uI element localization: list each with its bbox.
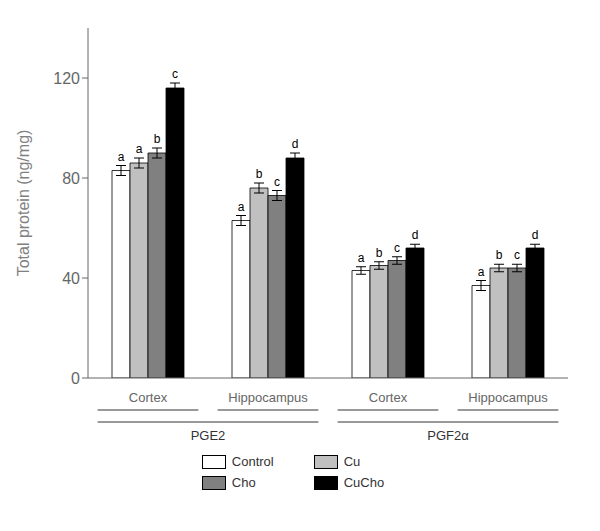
html-text:Cho: Cho — [231, 475, 256, 490]
svg-text:c: c — [394, 241, 400, 255]
svg-text:PGE2: PGE2 — [191, 428, 226, 443]
svg-text:40: 40 — [62, 270, 80, 287]
html-text:Cu: Cu — [343, 454, 361, 469]
svg-text:a: a — [136, 142, 143, 156]
svg-text:b: b — [154, 132, 161, 146]
svg-text:80: 80 — [62, 170, 80, 187]
svg-text:0: 0 — [71, 370, 80, 387]
svg-text:PGF2α: PGF2α — [427, 428, 469, 443]
svg-text:a: a — [238, 200, 245, 214]
svg-text:c: c — [514, 248, 520, 262]
svg-text:d: d — [292, 137, 299, 151]
html-text:Control: Control — [231, 454, 274, 469]
svg-text:d: d — [412, 228, 419, 242]
svg-text:c: c — [274, 175, 280, 189]
svg-text:Cortex: Cortex — [129, 390, 168, 405]
svg-text:Cortex: Cortex — [369, 390, 408, 405]
svg-text:c: c — [172, 67, 178, 81]
svg-text:Hippocampus: Hippocampus — [468, 390, 548, 405]
svg-text:d: d — [532, 228, 539, 242]
svg-text:b: b — [496, 248, 503, 262]
svg-text:b: b — [256, 167, 263, 181]
svg-text:Total protein (ng/mg): Total protein (ng/mg) — [15, 130, 32, 277]
html-text:CuCho: CuCho — [343, 475, 385, 490]
svg-text:Hippocampus: Hippocampus — [228, 390, 308, 405]
svg-text:b: b — [376, 246, 383, 260]
svg-text:a: a — [478, 265, 485, 279]
svg-text:a: a — [358, 251, 365, 265]
svg-text:120: 120 — [53, 70, 80, 87]
svg-text:a: a — [118, 150, 125, 164]
